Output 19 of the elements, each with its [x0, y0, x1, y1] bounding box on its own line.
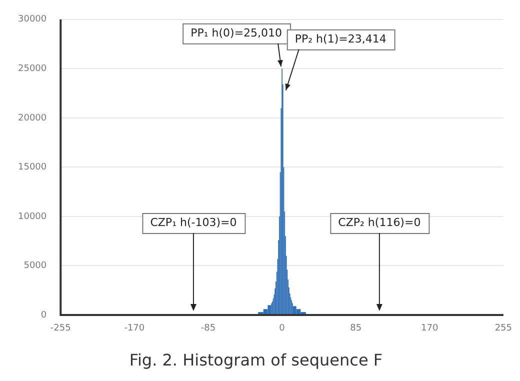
- text: Fig. 2. Histogram of sequence F: [129, 350, 383, 370]
- x-tick-label: -255: [50, 324, 71, 334]
- annotation: CZP₁ h(-103)=0: [150, 216, 237, 229]
- x-tick-label: 170: [421, 324, 438, 334]
- y-tick-label: 5000: [24, 261, 47, 272]
- x-tick-label: 85: [350, 324, 362, 334]
- x-tick-label: -85: [200, 324, 216, 334]
- y-tick-label: 20000: [18, 113, 47, 124]
- y-tick-label: 10000: [18, 212, 47, 222]
- x-tick-label: 255: [494, 324, 512, 334]
- x-tick-label: 0: [279, 324, 286, 334]
- x-tick-label: -170: [124, 324, 145, 334]
- annotation: PP₂ h(1)=23,414: [294, 32, 386, 46]
- annotation: CZP₂ h(116)=0: [338, 216, 421, 229]
- annotation: PP₁ h(0)=25,010: [190, 26, 282, 40]
- y-tick-label: 0: [40, 310, 47, 320]
- y-tick-label: 30000: [18, 14, 47, 25]
- y-tick-label: 25000: [18, 64, 47, 74]
- y-tick-label: 15000: [18, 162, 47, 173]
